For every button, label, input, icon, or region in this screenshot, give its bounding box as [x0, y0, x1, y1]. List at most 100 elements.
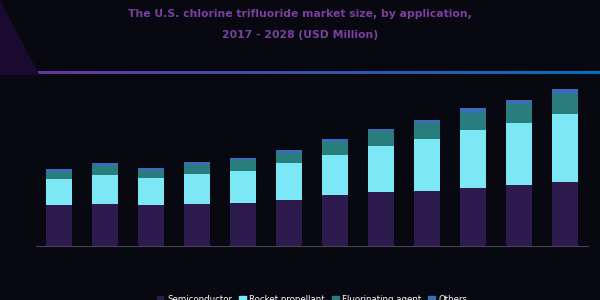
Bar — [117, 71, 121, 74]
Bar — [230, 160, 256, 171]
Bar — [12, 71, 16, 74]
Bar — [277, 153, 302, 163]
Bar — [150, 71, 154, 74]
Bar — [294, 71, 298, 74]
Bar — [105, 71, 109, 74]
Bar — [147, 71, 151, 74]
Bar — [348, 71, 352, 74]
Bar — [531, 71, 535, 74]
Bar — [553, 114, 578, 182]
Bar — [162, 71, 166, 74]
Bar — [36, 71, 40, 74]
Bar — [87, 71, 91, 74]
Bar — [495, 71, 499, 74]
Bar — [63, 71, 67, 74]
Bar — [96, 71, 100, 74]
Bar — [525, 71, 529, 74]
Bar — [92, 175, 118, 204]
Bar — [426, 71, 430, 74]
Bar — [81, 71, 85, 74]
Bar — [246, 71, 250, 74]
Bar — [501, 71, 505, 74]
Text: 2017 - 2028 (USD Million): 2017 - 2028 (USD Million) — [222, 30, 378, 40]
Bar — [92, 204, 118, 246]
Bar — [111, 71, 115, 74]
Bar — [156, 71, 160, 74]
Text: The U.S. chlorine trifluoride market size, by application,: The U.S. chlorine trifluoride market siz… — [128, 9, 472, 19]
Bar — [368, 128, 394, 131]
Bar — [39, 71, 43, 74]
Bar — [408, 71, 412, 74]
Bar — [516, 71, 520, 74]
Bar — [368, 192, 394, 246]
Bar — [447, 71, 451, 74]
Bar — [216, 71, 220, 74]
Bar — [411, 71, 415, 74]
Bar — [15, 71, 19, 74]
Bar — [351, 71, 355, 74]
Bar — [322, 195, 347, 246]
Bar — [99, 71, 103, 74]
Bar — [132, 71, 136, 74]
Bar — [333, 71, 337, 74]
Bar — [460, 130, 485, 188]
Bar — [180, 71, 184, 74]
Bar — [78, 71, 82, 74]
Bar — [92, 163, 118, 166]
Bar — [474, 71, 478, 74]
Bar — [444, 71, 448, 74]
Bar — [24, 71, 28, 74]
Bar — [415, 120, 440, 123]
Bar — [300, 71, 304, 74]
Bar — [92, 166, 118, 175]
Bar — [0, 71, 4, 74]
Bar — [324, 71, 328, 74]
Bar — [258, 71, 262, 74]
Bar — [378, 71, 382, 74]
Bar — [312, 71, 316, 74]
Bar — [207, 71, 211, 74]
Bar — [57, 71, 61, 74]
Bar — [405, 71, 409, 74]
Bar — [237, 71, 241, 74]
Bar — [46, 172, 71, 179]
Bar — [546, 71, 550, 74]
Bar — [123, 71, 127, 74]
Bar — [255, 71, 259, 74]
Bar — [48, 71, 52, 74]
Bar — [483, 71, 487, 74]
Bar — [450, 71, 454, 74]
Bar — [90, 71, 94, 74]
Bar — [330, 71, 334, 74]
Bar — [591, 71, 595, 74]
Bar — [277, 163, 302, 200]
Bar — [72, 71, 76, 74]
Bar — [228, 71, 232, 74]
Bar — [594, 71, 598, 74]
Bar — [549, 71, 553, 74]
Bar — [387, 71, 391, 74]
Bar — [168, 71, 172, 74]
Bar — [288, 71, 292, 74]
Bar — [567, 71, 571, 74]
Bar — [553, 89, 578, 94]
Bar — [184, 165, 209, 173]
Bar — [393, 71, 397, 74]
Bar — [60, 71, 64, 74]
Bar — [459, 71, 463, 74]
Bar — [579, 71, 583, 74]
Bar — [144, 71, 148, 74]
Bar — [30, 71, 34, 74]
Bar — [537, 71, 541, 74]
Bar — [510, 71, 514, 74]
Bar — [230, 158, 256, 160]
Bar — [264, 71, 268, 74]
Bar — [213, 71, 217, 74]
Bar — [558, 71, 562, 74]
Bar — [420, 71, 424, 74]
Bar — [366, 71, 370, 74]
Bar — [396, 71, 400, 74]
Bar — [120, 71, 124, 74]
Bar — [369, 71, 373, 74]
Bar — [506, 185, 532, 246]
